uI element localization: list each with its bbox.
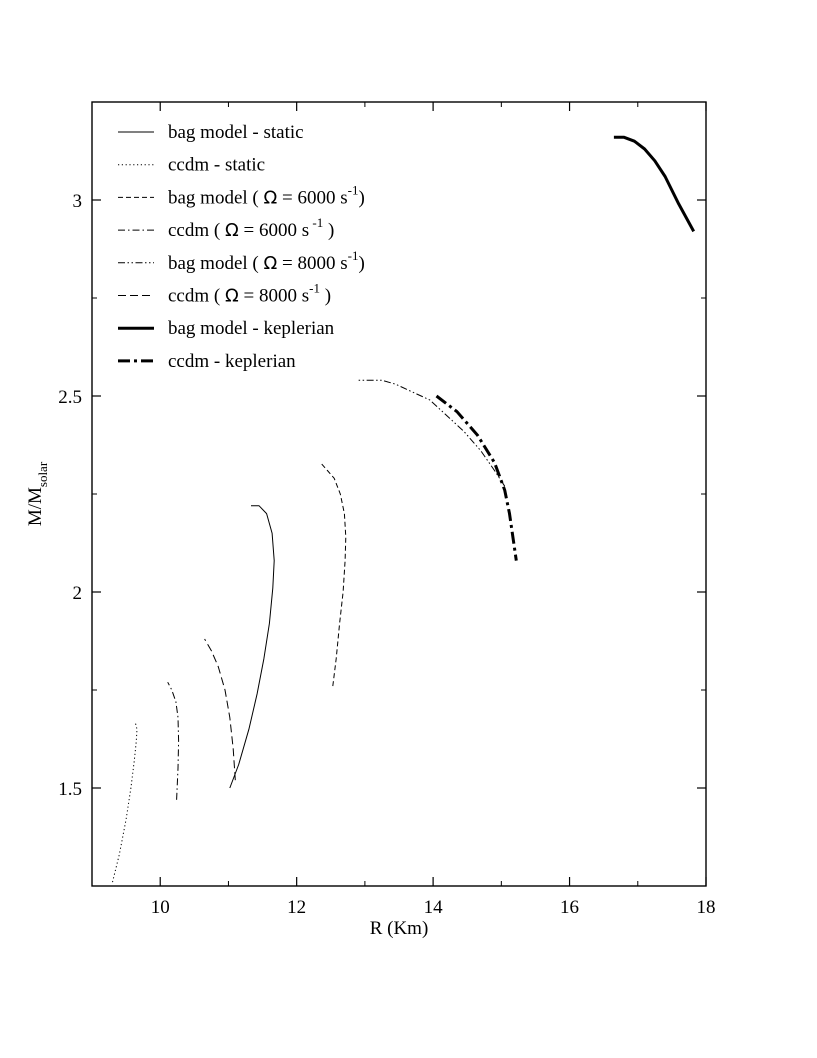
legend-label-4: ccdm ( Ω = 6000 s -1 )	[168, 215, 334, 241]
series-line-7	[613, 135, 696, 233]
legend-label-1: bag model - static	[168, 122, 304, 143]
x-tick-label: 12	[287, 897, 306, 918]
x-tick-label: 16	[560, 897, 579, 918]
legend: bag model - static ccdm - static bag model…	[118, 122, 365, 372]
legend-label-5: bag model ( Ω = 8000 s-1)	[168, 248, 365, 274]
series-line-4	[167, 681, 180, 800]
legend-label-3: bag model ( Ω = 6000 s-1)	[168, 182, 365, 208]
legend-label-2: ccdm - static	[168, 155, 265, 176]
x-tick-label: 18	[697, 897, 716, 918]
y-axis-title: M/Msolar	[25, 461, 50, 526]
y-axis-title-sub: solar	[35, 461, 50, 487]
y-tick-label: 1.5	[58, 779, 82, 800]
series-layer	[112, 135, 696, 883]
y-tick-label: 2	[73, 583, 83, 604]
series-line-2	[112, 721, 138, 883]
legend-label-8: ccdm - keplerian	[168, 351, 296, 372]
y-axis-title-main: M/M	[25, 487, 46, 526]
series-line-5	[358, 379, 506, 487]
x-tick-label: 10	[151, 897, 170, 918]
y-tick-label: 3	[73, 191, 83, 212]
series-line-3	[320, 462, 347, 687]
x-tick-label: 14	[424, 897, 444, 918]
series-line-6	[204, 638, 236, 781]
x-axis-title: R (Km)	[370, 918, 429, 939]
axis-ticks: 10 12 14 16 18 1.5 2 2.5 3	[58, 102, 716, 918]
y-tick-label: 2.5	[58, 387, 82, 408]
legend-label-7: bag model - keplerian	[168, 318, 335, 339]
series-line-1	[229, 505, 275, 789]
series-line-8	[435, 394, 518, 561]
legend-label-6: ccdm ( Ω = 8000 s-1 )	[168, 281, 331, 307]
